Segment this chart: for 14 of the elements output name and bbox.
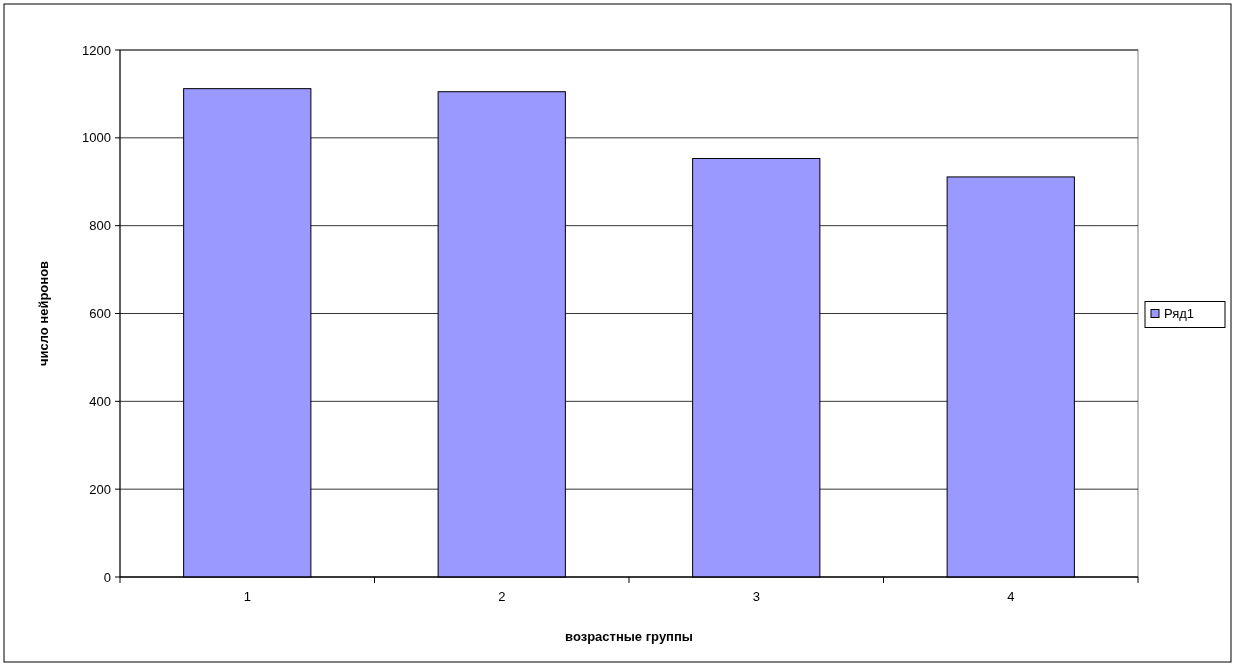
y-tick-label: 600 (89, 306, 111, 322)
y-tick-label: 400 (89, 393, 111, 409)
y-tick-label: 200 (89, 481, 111, 497)
y-tick-label: 800 (89, 218, 111, 234)
x-axis-title: возрастные группы (565, 629, 693, 644)
x-tick-label: 1 (243, 589, 251, 604)
x-tick-label: 4 (1007, 589, 1015, 604)
y-axis-title: число нейронов (36, 260, 51, 367)
x-tick-label: 3 (752, 589, 760, 604)
x-tick-label: 2 (498, 589, 506, 604)
y-tick-label: 0 (103, 569, 111, 585)
legend-label: Ряд1 (1164, 306, 1195, 322)
y-tick-label: 1200 (82, 42, 111, 58)
y-tick-label: 1000 (82, 130, 111, 146)
